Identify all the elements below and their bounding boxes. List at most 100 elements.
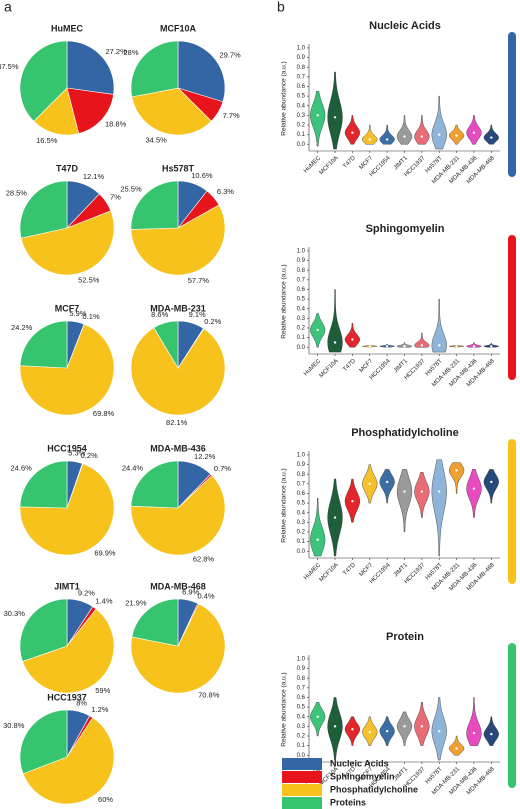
slice-label: 0.2%: [204, 317, 221, 326]
slice-label: 60%: [98, 795, 113, 804]
x-tick-label: JIMT1: [393, 766, 409, 782]
y-tick-label: 0.4: [297, 510, 306, 516]
section-bar: [508, 439, 516, 584]
y-tick-label: 0.6: [297, 287, 306, 293]
median-dot: [385, 480, 389, 484]
pie-title: MDA-MB-468: [150, 581, 206, 591]
legend-label: Phosphatidylcholine: [330, 784, 418, 794]
median-dot: [420, 490, 424, 493]
median-dot: [455, 345, 458, 348]
slice-label: 29.7%: [219, 50, 241, 59]
pie-slice: [130, 180, 179, 230]
violin: [466, 697, 482, 746]
violin: [362, 124, 378, 145]
pie-title: Hs578T: [162, 163, 195, 173]
y-axis-label: Relative abundance (a.u.): [281, 61, 288, 135]
violin: [449, 735, 465, 756]
legend-label: Proteins: [330, 797, 366, 807]
x-tick-label: MCF10A: [319, 358, 340, 379]
slice-label: 1.2%: [91, 705, 108, 714]
violin: [483, 716, 499, 746]
median-dot: [472, 131, 476, 134]
y-tick-label: 0.3: [297, 724, 306, 730]
y-tick-label: 0.4: [297, 306, 306, 312]
violin: [396, 342, 413, 348]
slice-label: 12.1%: [83, 172, 105, 181]
y-tick-label: 1.0: [297, 453, 306, 459]
median-dot: [490, 480, 493, 484]
median-dot: [316, 715, 319, 718]
y-tick-label: 0.6: [297, 695, 306, 701]
y-tick-label: 0.7: [297, 481, 306, 487]
x-tick-label: MCF7: [359, 562, 375, 578]
slice-label: 30.3%: [4, 609, 26, 618]
median-dot: [472, 731, 476, 735]
median-dot: [490, 732, 493, 736]
y-tick-label: 0.3: [297, 113, 306, 119]
pie-title: HuMEC: [51, 23, 83, 33]
x-tick-label: MCF7: [359, 155, 375, 171]
median-dot: [368, 482, 371, 486]
violin: [483, 124, 499, 145]
median-dot: [333, 116, 337, 119]
slice-label: 57.7%: [188, 276, 210, 285]
median-dot: [420, 344, 424, 347]
pie-title: MCF10A: [160, 23, 197, 33]
legend-label: Sphingomyelin: [330, 771, 395, 781]
slice-label: 25.5%: [120, 185, 142, 194]
pie-slice: [22, 608, 115, 694]
violin: [466, 115, 482, 145]
panel-label: b: [277, 0, 285, 15]
median-dot: [472, 487, 476, 490]
slice-label: 8%: [76, 699, 87, 708]
pie-title: MCF7: [55, 303, 80, 313]
x-tick-label: MCF10A: [319, 155, 340, 176]
median-dot: [403, 135, 406, 138]
y-tick-label: 0.9: [297, 55, 306, 61]
violin: [414, 115, 430, 145]
pie-title: HCC1937: [47, 692, 87, 702]
y-tick-label: 0.9: [297, 258, 306, 264]
median-dot: [351, 499, 354, 503]
median-dot: [420, 725, 424, 728]
pie-title: JIMT1: [54, 581, 80, 591]
median-dot: [333, 725, 337, 728]
median-dot: [385, 345, 389, 348]
y-tick-label: 0.7: [297, 74, 306, 80]
violin: [431, 459, 447, 557]
median-dot: [351, 338, 354, 341]
violin: [310, 498, 326, 557]
median-dot: [438, 133, 441, 136]
median-dot: [472, 345, 476, 348]
violin: [483, 469, 499, 504]
y-tick-label: 0.6: [297, 84, 306, 90]
slice-label: 12.2%: [194, 452, 216, 461]
y-tick-label: 1.0: [297, 46, 306, 52]
violin: [379, 124, 395, 145]
y-tick-label: 0.0: [297, 345, 306, 351]
y-tick-label: 0.1: [297, 743, 306, 749]
y-tick-label: 0.0: [297, 753, 306, 759]
slice-label: 69.9%: [94, 548, 116, 557]
pie-slice: [130, 460, 179, 509]
median-dot: [333, 516, 337, 519]
y-tick-label: 0.7: [297, 277, 306, 283]
y-tick-label: 0.2: [297, 530, 306, 536]
section-bar: [508, 235, 516, 380]
violin: [310, 91, 326, 147]
median-dot: [403, 490, 406, 493]
slice-label: 34.5%: [146, 136, 168, 145]
legend-swatch: [282, 758, 322, 770]
median-dot: [333, 341, 337, 344]
legend-swatch: [282, 784, 322, 796]
slice-label: 27.2%: [106, 47, 128, 56]
pie-slice: [19, 463, 115, 556]
slice-label: 7.7%: [223, 111, 240, 120]
slice-label: 37.5%: [0, 62, 19, 71]
violin: [431, 298, 447, 353]
x-tick-label: MCF10A: [319, 562, 340, 583]
median-dot: [438, 344, 441, 347]
pie-title: T47D: [56, 163, 79, 173]
section-bar: [508, 643, 516, 788]
median-dot: [368, 345, 371, 348]
